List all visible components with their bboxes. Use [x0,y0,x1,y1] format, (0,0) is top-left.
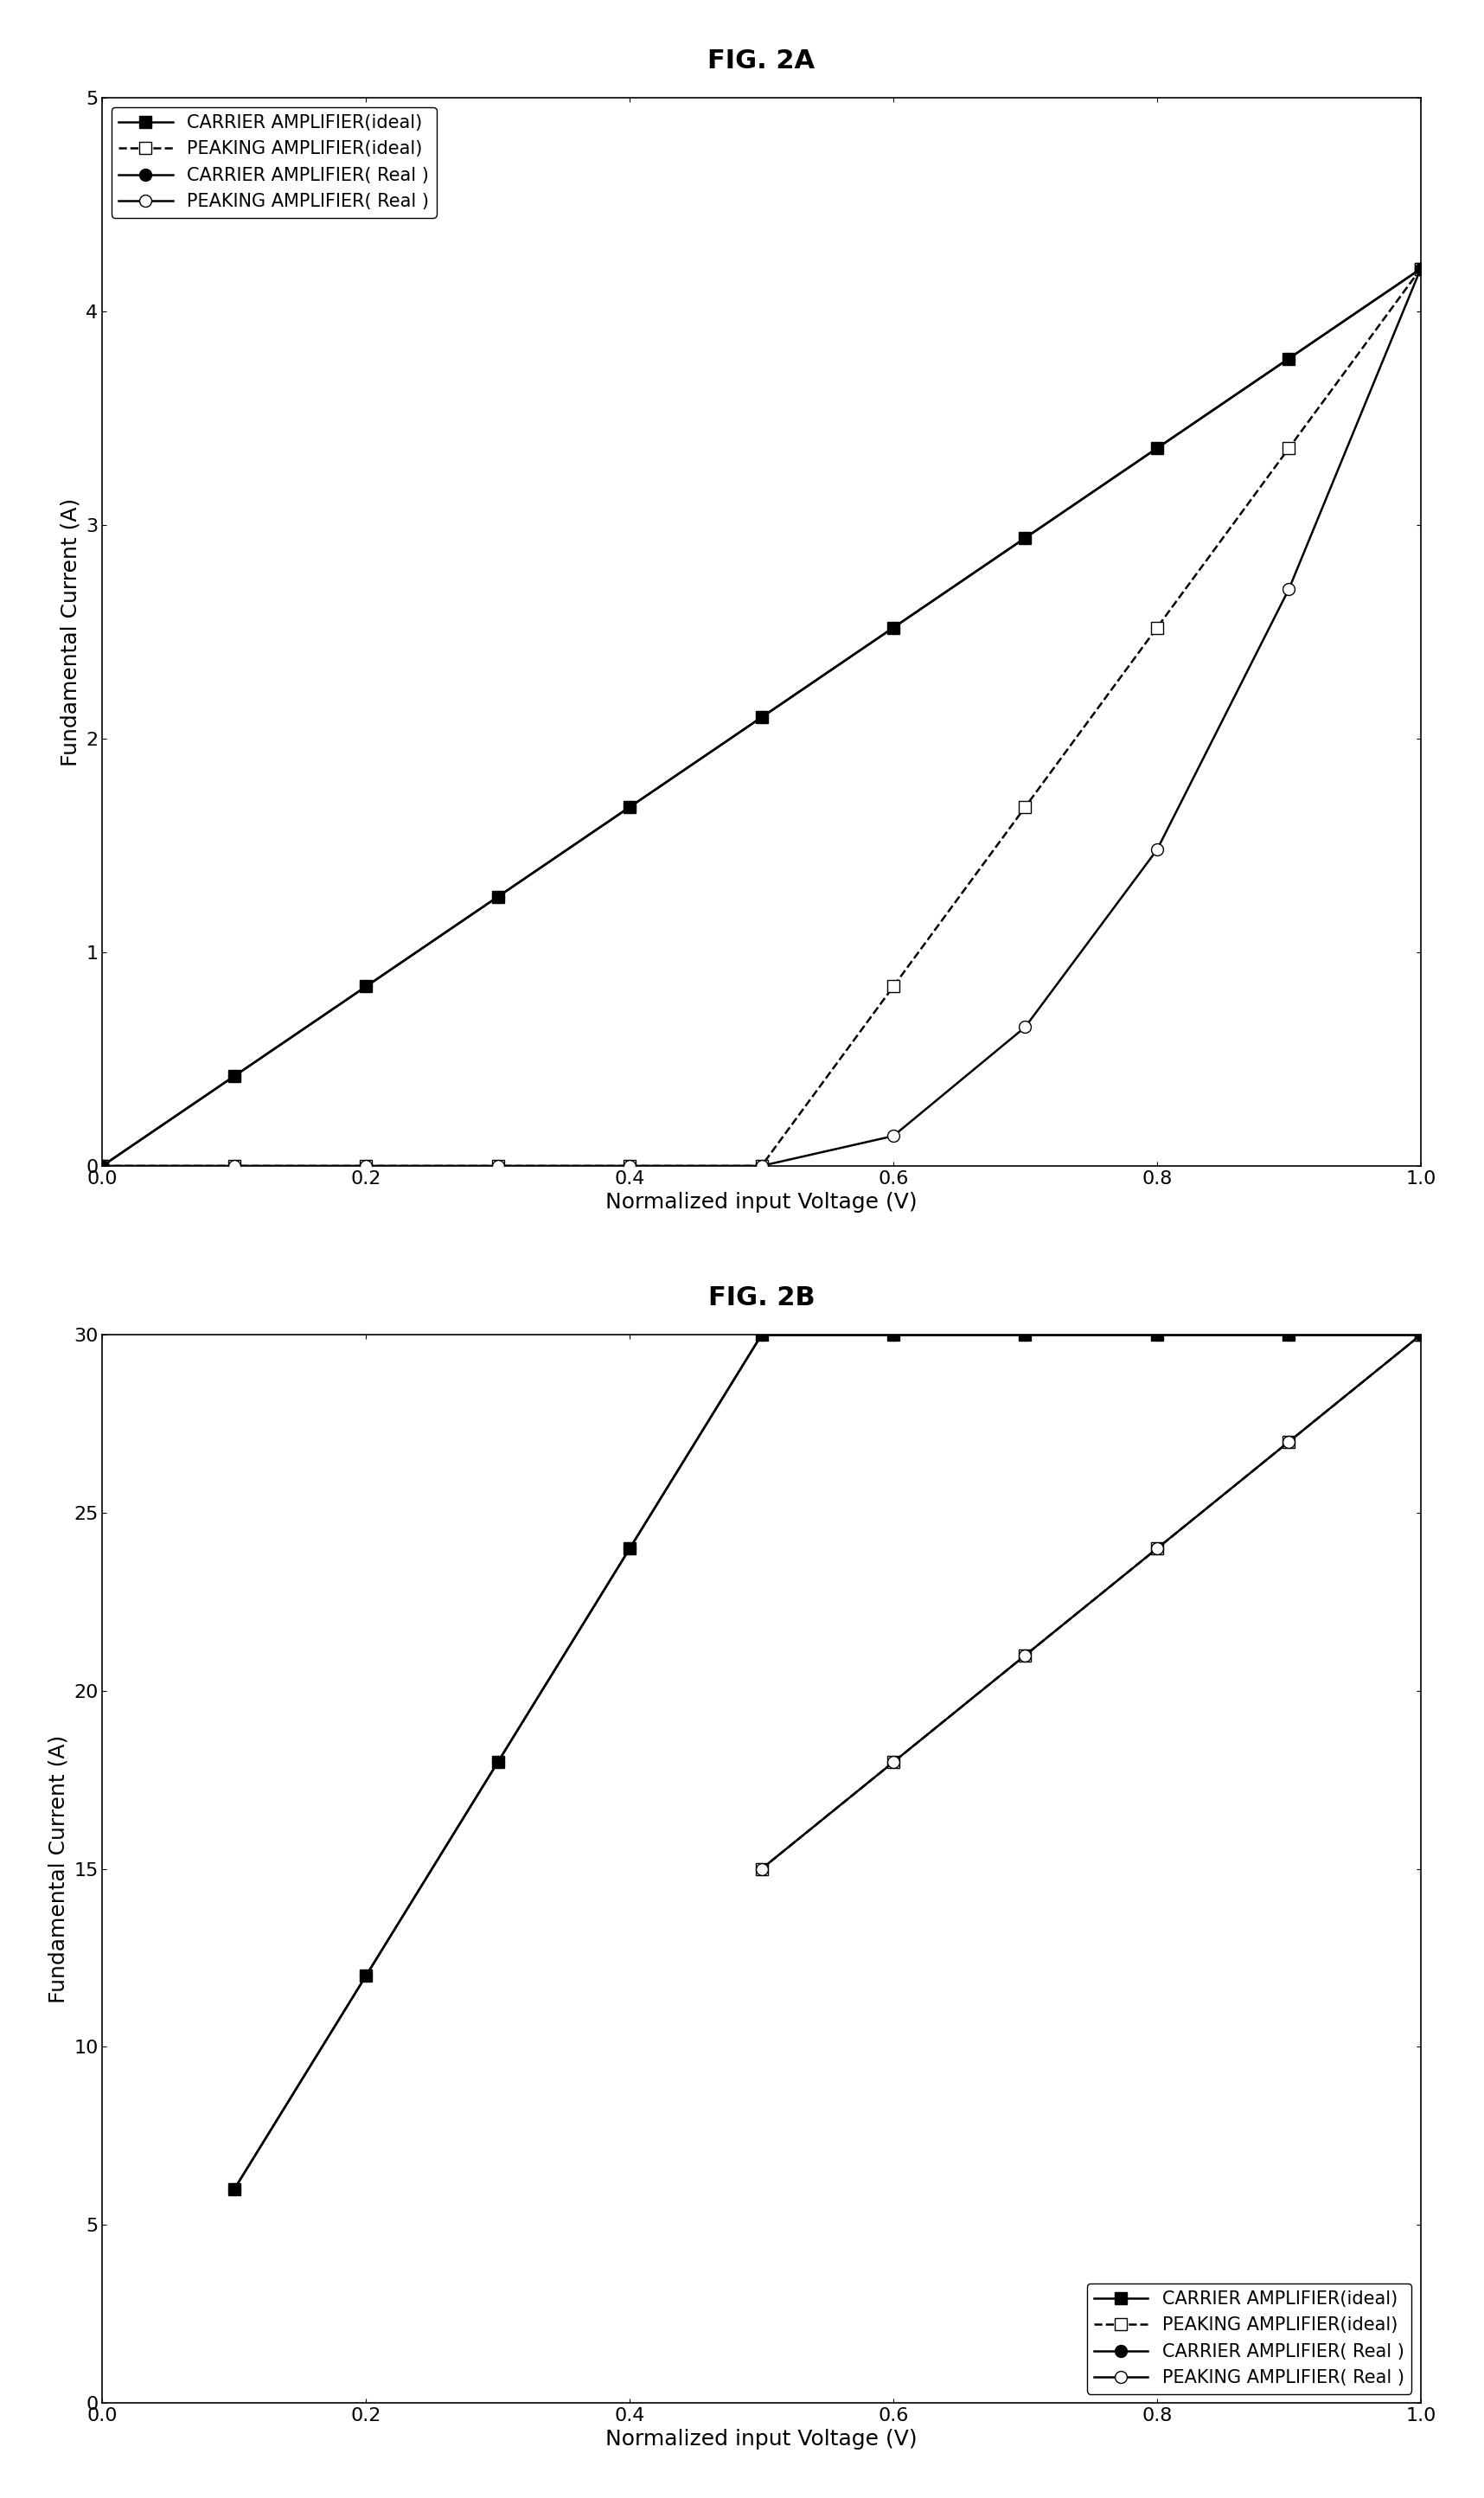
Line: PEAKING AMPLIFIER(ideal): PEAKING AMPLIFIER(ideal) [755,1329,1426,1876]
CARRIER AMPLIFIER( Real ) [358,972,375,1002]
PEAKING AMPLIFIER(ideal) [488,1152,506,1182]
PEAKING AMPLIFIER(ideal) [620,1152,638,1182]
CARRIER AMPLIFIER( Real ) [1149,1319,1166,1349]
CARRIER AMPLIFIER( Real ) [1017,522,1034,552]
CARRIER AMPLIFIER(ideal) [1411,1319,1429,1349]
Line: CARRIER AMPLIFIER(ideal): CARRIER AMPLIFIER(ideal) [229,1329,1426,2196]
PEAKING AMPLIFIER(ideal) [752,1854,770,1883]
CARRIER AMPLIFIER(ideal) [226,2173,243,2203]
Line: CARRIER AMPLIFIER( Real ): CARRIER AMPLIFIER( Real ) [96,262,1426,1172]
Line: PEAKING AMPLIFIER(ideal): PEAKING AMPLIFIER(ideal) [96,262,1426,1172]
CARRIER AMPLIFIER(ideal) [752,1319,770,1349]
Y-axis label: Fundamental Current (A): Fundamental Current (A) [47,1734,68,2003]
PEAKING AMPLIFIER( Real ) [93,1152,111,1182]
PEAKING AMPLIFIER( Real ) [1411,1319,1429,1349]
PEAKING AMPLIFIER( Real ) [1017,1012,1034,1042]
CARRIER AMPLIFIER(ideal) [884,1319,902,1349]
PEAKING AMPLIFIER(ideal) [884,1746,902,1776]
PEAKING AMPLIFIER(ideal) [358,1152,375,1182]
CARRIER AMPLIFIER( Real ) [884,612,902,642]
PEAKING AMPLIFIER( Real ) [1279,575,1297,605]
PEAKING AMPLIFIER(ideal) [1017,792,1034,822]
PEAKING AMPLIFIER( Real ) [1017,1641,1034,1671]
CARRIER AMPLIFIER( Real ) [1411,255,1429,285]
Line: CARRIER AMPLIFIER( Real ): CARRIER AMPLIFIER( Real ) [229,1329,1426,2196]
CARRIER AMPLIFIER( Real ) [752,1319,770,1349]
CARRIER AMPLIFIER( Real ) [1149,432,1166,462]
CARRIER AMPLIFIER( Real ) [226,2173,243,2203]
PEAKING AMPLIFIER( Real ) [488,1152,506,1182]
PEAKING AMPLIFIER( Real ) [1279,1426,1297,1456]
Legend: CARRIER AMPLIFIER(ideal), PEAKING AMPLIFIER(ideal), CARRIER AMPLIFIER( Real ), P: CARRIER AMPLIFIER(ideal), PEAKING AMPLIF… [111,107,436,217]
X-axis label: Normalized input Voltage (V): Normalized input Voltage (V) [605,2428,917,2451]
CARRIER AMPLIFIER( Real ) [752,702,770,732]
PEAKING AMPLIFIER( Real ) [358,1152,375,1182]
Title: FIG. 2B: FIG. 2B [708,1284,815,1309]
PEAKING AMPLIFIER( Real ) [620,1152,638,1182]
PEAKING AMPLIFIER( Real ) [752,1854,770,1883]
CARRIER AMPLIFIER(ideal) [1017,522,1034,552]
CARRIER AMPLIFIER(ideal) [358,972,375,1002]
CARRIER AMPLIFIER(ideal) [1017,1319,1034,1349]
CARRIER AMPLIFIER( Real ) [488,882,506,912]
CARRIER AMPLIFIER(ideal) [1149,1319,1166,1349]
PEAKING AMPLIFIER( Real ) [884,1122,902,1152]
PEAKING AMPLIFIER(ideal) [1149,612,1166,642]
CARRIER AMPLIFIER( Real ) [226,1062,243,1092]
CARRIER AMPLIFIER(ideal) [358,1961,375,1991]
CARRIER AMPLIFIER(ideal) [226,1062,243,1092]
PEAKING AMPLIFIER( Real ) [752,1152,770,1182]
PEAKING AMPLIFIER(ideal) [1411,1319,1429,1349]
PEAKING AMPLIFIER(ideal) [226,1152,243,1182]
PEAKING AMPLIFIER(ideal) [1149,1534,1166,1564]
PEAKING AMPLIFIER(ideal) [1411,255,1429,285]
CARRIER AMPLIFIER(ideal) [620,792,638,822]
Line: CARRIER AMPLIFIER(ideal): CARRIER AMPLIFIER(ideal) [96,262,1426,1172]
PEAKING AMPLIFIER(ideal) [752,1152,770,1182]
CARRIER AMPLIFIER(ideal) [620,1534,638,1564]
CARRIER AMPLIFIER(ideal) [1279,1319,1297,1349]
CARRIER AMPLIFIER( Real ) [358,1961,375,1991]
PEAKING AMPLIFIER(ideal) [1017,1641,1034,1671]
CARRIER AMPLIFIER(ideal) [1149,432,1166,462]
CARRIER AMPLIFIER( Real ) [884,1319,902,1349]
CARRIER AMPLIFIER(ideal) [1411,255,1429,285]
CARRIER AMPLIFIER( Real ) [93,1152,111,1182]
Line: PEAKING AMPLIFIER( Real ): PEAKING AMPLIFIER( Real ) [96,262,1426,1172]
CARRIER AMPLIFIER( Real ) [620,792,638,822]
CARRIER AMPLIFIER(ideal) [93,1152,111,1182]
CARRIER AMPLIFIER(ideal) [1279,345,1297,375]
CARRIER AMPLIFIER(ideal) [488,1746,506,1776]
CARRIER AMPLIFIER( Real ) [488,1746,506,1776]
CARRIER AMPLIFIER( Real ) [1411,1319,1429,1349]
PEAKING AMPLIFIER(ideal) [1279,432,1297,462]
CARRIER AMPLIFIER( Real ) [1279,1319,1297,1349]
Y-axis label: Fundamental Current (A): Fundamental Current (A) [61,497,82,767]
Title: FIG. 2A: FIG. 2A [708,47,815,72]
X-axis label: Normalized input Voltage (V): Normalized input Voltage (V) [605,1192,917,1214]
PEAKING AMPLIFIER( Real ) [1149,1534,1166,1564]
PEAKING AMPLIFIER( Real ) [1149,834,1166,864]
CARRIER AMPLIFIER(ideal) [752,702,770,732]
CARRIER AMPLIFIER( Real ) [1017,1319,1034,1349]
PEAKING AMPLIFIER( Real ) [1411,255,1429,285]
CARRIER AMPLIFIER(ideal) [488,882,506,912]
CARRIER AMPLIFIER( Real ) [620,1534,638,1564]
Legend: CARRIER AMPLIFIER(ideal), PEAKING AMPLIFIER(ideal), CARRIER AMPLIFIER( Real ), P: CARRIER AMPLIFIER(ideal), PEAKING AMPLIF… [1086,2283,1411,2393]
CARRIER AMPLIFIER( Real ) [1279,345,1297,375]
PEAKING AMPLIFIER( Real ) [884,1746,902,1776]
PEAKING AMPLIFIER(ideal) [1279,1426,1297,1456]
Line: PEAKING AMPLIFIER( Real ): PEAKING AMPLIFIER( Real ) [755,1329,1426,1876]
PEAKING AMPLIFIER(ideal) [93,1152,111,1182]
PEAKING AMPLIFIER(ideal) [884,972,902,1002]
PEAKING AMPLIFIER( Real ) [226,1152,243,1182]
CARRIER AMPLIFIER(ideal) [884,612,902,642]
